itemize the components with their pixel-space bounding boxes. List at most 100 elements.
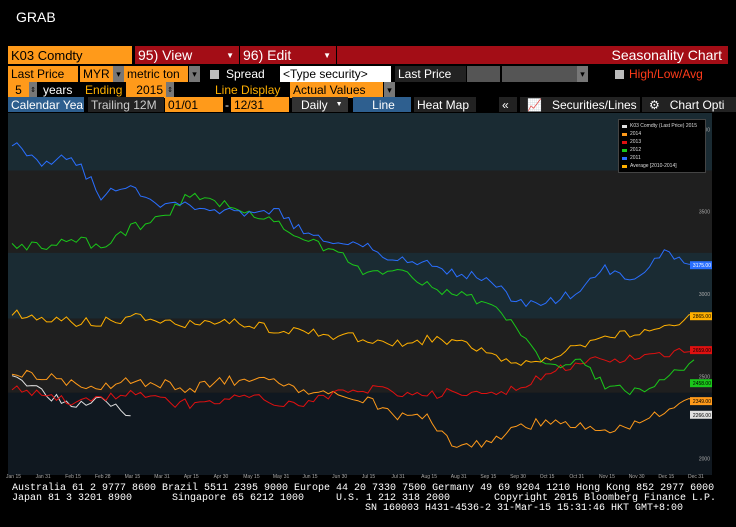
series-line-5 xyxy=(11,309,695,367)
x-tick-label: Jun 15 xyxy=(302,474,318,480)
legend-swatch xyxy=(622,148,627,152)
seasonality-chart[interactable]: 400035003000250020003175.002865.002659.0… xyxy=(8,113,712,475)
high-low-avg-label: High/Low/Avg xyxy=(629,67,703,81)
security-input[interactable]: <Type security> xyxy=(280,66,391,82)
footer-session-info: SN 160003 H431-4536-2 31-Mar-15 15:31:46… xyxy=(365,503,684,514)
window-titlebar: GRAB xyxy=(0,0,736,38)
svg-text:3175.00: 3175.00 xyxy=(693,263,711,269)
x-tick-label: Dec 15 xyxy=(658,474,675,480)
svg-text:2458.00: 2458.00 xyxy=(693,381,711,387)
footer-contacts-us: U.S. 1 212 318 2000 xyxy=(336,493,451,504)
y-tick-label: 2000 xyxy=(699,457,710,463)
tab-row: Calendar Year Trailing 12M 01/01 - 12/31… xyxy=(0,97,736,112)
legend-label: K03 Comdty (Last Price) 2015 xyxy=(630,123,697,129)
chart-options-button[interactable]: ⚙ Chart Opti xyxy=(642,97,736,112)
x-tick-label: Mar 15 xyxy=(124,474,141,480)
chart-legend: K03 Comdty (Last Price) 2015 2014 2013 2012… xyxy=(618,119,706,173)
footer-contacts-japan: Japan 81 3 3201 8900 xyxy=(12,493,133,504)
svg-text:2865.00: 2865.00 xyxy=(693,314,711,320)
chart-band xyxy=(8,170,712,253)
x-tick-label: Aug 31 xyxy=(450,474,467,480)
svg-text:2659.00: 2659.00 xyxy=(693,348,711,354)
tab-calendar-year[interactable]: Calendar Year xyxy=(8,97,84,112)
svg-text:2349.00: 2349.00 xyxy=(693,399,711,405)
chart-line-icon: 📈 xyxy=(527,97,542,112)
unit-dropdown-icon[interactable]: ▾ xyxy=(189,66,200,82)
series-line-4 xyxy=(11,142,695,308)
ending-year-stepper[interactable]: ⇕ xyxy=(166,82,174,98)
securities-lines-label: Securities/Lines xyxy=(551,97,637,112)
compare-unit-select[interactable] xyxy=(502,66,577,82)
series-value-label: 2865.00 xyxy=(690,312,712,321)
x-axis: Jan 15 Jan 31 Feb 15 Feb 28 Mar 15 Mar 31 Apr … xyxy=(6,473,712,483)
chart-svg: 400035003000250020003175.002865.002659.0… xyxy=(8,113,712,475)
chart-band xyxy=(8,318,712,393)
years-input[interactable]: 5 xyxy=(8,82,29,98)
years-label: years xyxy=(43,83,73,97)
high-low-avg-checkbox[interactable] xyxy=(615,69,624,79)
x-tick-label: Jan 15 xyxy=(6,474,22,480)
x-tick-label: Oct 15 xyxy=(539,474,555,480)
legend-item: Average [2010-2014] xyxy=(622,162,702,170)
series-line-0 xyxy=(11,375,131,417)
field-select[interactable]: Last Price xyxy=(8,66,78,82)
series-value-label: 2659.00 xyxy=(690,346,712,355)
function-title: Seasonality Chart xyxy=(337,46,728,64)
tab-heat-map[interactable]: Heat Map xyxy=(414,97,476,112)
y-tick-label: 3000 xyxy=(699,292,710,298)
start-date-input[interactable]: 01/01 xyxy=(165,97,223,112)
securities-lines-button[interactable]: 📈 Securities/Lines xyxy=(520,97,640,112)
end-date-input[interactable]: 12/31 xyxy=(231,97,289,112)
unit-select[interactable]: metric ton xyxy=(124,66,188,82)
compare-field-select[interactable]: Last Price xyxy=(395,66,466,82)
chart-band xyxy=(8,113,712,171)
x-tick-label: Oct 31 xyxy=(569,474,585,480)
spread-toggle[interactable]: Spread xyxy=(207,66,277,82)
legend-swatch xyxy=(622,164,627,168)
ticker-field[interactable]: K03 Comdty xyxy=(8,46,132,64)
series-value-label: 3175.00 xyxy=(690,261,712,270)
tab-trailing-12m[interactable]: Trailing 12M xyxy=(88,97,164,112)
high-low-avg-toggle[interactable]: High/Low/Avg xyxy=(612,66,732,82)
legend-item: 2011 xyxy=(622,154,702,162)
series-value-label: 2266.00 xyxy=(690,410,712,419)
series-line-1 xyxy=(11,369,695,449)
range-row: 5 ⇕ years Ending 2015 ⇕ Line Display Act… xyxy=(0,82,736,98)
function-title-text: Seasonality Chart xyxy=(611,47,722,63)
y-tick-label: 3500 xyxy=(699,210,710,216)
collapse-button[interactable]: « xyxy=(499,97,517,112)
currency-select[interactable]: MYR xyxy=(80,66,113,82)
line-display-select[interactable]: Actual Values xyxy=(290,82,383,98)
chevron-down-icon: ▼ xyxy=(335,101,343,108)
line-display-dropdown-icon[interactable]: ▾ xyxy=(384,82,395,98)
currency-dropdown-icon[interactable]: ▾ xyxy=(113,66,124,82)
x-tick-label: Feb 15 xyxy=(65,474,81,480)
ending-label: Ending xyxy=(85,83,123,97)
years-stepper[interactable]: ⇕ xyxy=(29,82,37,98)
legend-label: 2014 xyxy=(630,131,642,137)
footer-contacts-singapore: Singapore 65 6212 1000 xyxy=(172,493,305,504)
legend-label: 2013 xyxy=(630,139,642,145)
chart-options-label: Chart Opti xyxy=(669,97,725,112)
tab-line[interactable]: Line xyxy=(353,97,411,112)
legend-item: 2013 xyxy=(622,138,702,146)
spread-checkbox[interactable] xyxy=(210,69,219,79)
y-tick-label: 2500 xyxy=(699,374,710,380)
footer-copyright: Copyright 2015 Bloomberg Finance L.P. xyxy=(494,493,717,504)
ending-year-input[interactable]: 2015 xyxy=(126,82,166,98)
compare-unit-dropdown-icon[interactable]: ▾ xyxy=(577,66,588,82)
edit-menu-label: 96) Edit xyxy=(243,47,292,63)
legend-item: 2014 xyxy=(622,130,702,138)
legend-label: 2011 xyxy=(630,155,641,161)
x-tick-label: Sep 15 xyxy=(480,474,497,480)
command-bar: K03 Comdty 95) View ▼ 96) Edit ▼ Seasona… xyxy=(0,46,736,64)
compare-currency-select[interactable] xyxy=(467,66,500,82)
window-title: GRAB xyxy=(16,9,56,25)
view-menu-button[interactable]: 95) View ▼ xyxy=(135,46,239,64)
settings-row: Last Price MYR ▾ metric ton ▾ Spread <Ty… xyxy=(0,66,736,82)
edit-menu-button[interactable]: 96) Edit ▼ xyxy=(240,46,336,64)
footer-contacts-line1: Australia 61 2 9777 8600 Brazil 5511 239… xyxy=(12,483,715,494)
frequency-select[interactable]: Daily ▼ xyxy=(292,97,348,112)
legend-swatch xyxy=(622,140,627,144)
series-line-2 xyxy=(11,347,695,410)
